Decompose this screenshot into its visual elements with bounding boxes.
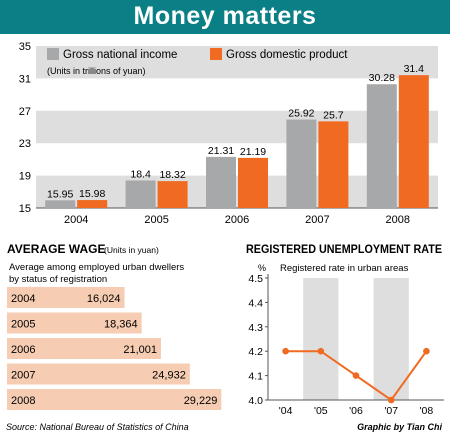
legend-label-gni: Gross national income	[63, 49, 177, 61]
legend-swatch-gdp	[210, 48, 222, 60]
bar-gni	[206, 156, 236, 208]
bar-value-label: 31.4	[404, 63, 425, 75]
rate-point	[423, 347, 430, 355]
wage-year-label: 2004	[11, 293, 35, 305]
wage-value-label: 21,001	[123, 344, 157, 356]
chart-units: (Units in trillions of yuan)	[47, 66, 146, 76]
title-banner: Money matters	[0, 0, 450, 34]
x-tick-label: 2004	[64, 214, 88, 226]
bar-gdp	[318, 121, 349, 208]
bar-gdp	[77, 200, 108, 208]
wage-value-label: 24,932	[152, 370, 186, 382]
legend-swatch-gni	[47, 48, 59, 60]
wage-year-label: 2007	[11, 370, 35, 382]
bar-gni	[366, 84, 397, 208]
y-tick-label: 15	[19, 203, 31, 215]
x-tick-label: '08	[420, 405, 434, 417]
wage-value-label: 18,364	[104, 319, 138, 331]
rate-point	[352, 372, 360, 379]
graphic-credit: Graphic by Tian Chi	[357, 422, 442, 432]
rate-point	[317, 347, 325, 355]
bars: 15.95 15.98 18.4 18.32 21.31 21.19 25.92 25.7 30…	[45, 63, 429, 208]
bar-value-label: 21.19	[240, 146, 266, 158]
bar-value-label: 18.4	[130, 168, 151, 180]
bar-gni	[286, 119, 317, 208]
source-note: Source: National Bureau of Statistics of…	[6, 422, 189, 432]
unemployment-subtitle: Registered rate in urban areas	[280, 263, 409, 274]
wage-subtitle-line2: by status of registration	[9, 274, 107, 285]
page-title: Money matters	[133, 2, 317, 30]
x-tick-label: '05	[314, 405, 328, 417]
wage-year-label: 2005	[11, 319, 35, 331]
y-tick-label: 4.3	[248, 322, 263, 334]
y-tick-label: 23	[19, 138, 31, 150]
wage-bar	[7, 287, 125, 308]
y-tick-label: 4.4	[248, 297, 263, 309]
x-tick-label: '06	[349, 405, 363, 417]
income-product-chart: 15 19 23 27 31 35 Gross national income Gross…	[19, 41, 438, 226]
bar-value-label: 15.98	[79, 188, 105, 200]
bar-value-label: 21.31	[208, 145, 234, 157]
y-axis: 15 19 23 27 31 35	[19, 41, 438, 215]
wage-bar	[7, 363, 190, 385]
grid-band	[373, 278, 409, 400]
axes: 4.0 4.1 4.2 4.3 4.4 4.5 '04 '05 '06 '07 '08	[248, 273, 444, 417]
wage-year-label: 2006	[11, 344, 35, 356]
x-tick-label: 2006	[225, 214, 249, 226]
average-wage-chart: AVERAGE WAGE (Units in yuan) Average amo…	[7, 242, 222, 410]
x-tick-label: '07	[384, 405, 398, 417]
y-tick-label: 4.5	[248, 273, 263, 285]
bar-gdp	[238, 157, 268, 208]
x-tick-label: 2007	[305, 214, 329, 226]
y-tick-label: 4.2	[248, 346, 263, 358]
wage-year-label: 2008	[11, 395, 35, 407]
x-tick-label: '04	[279, 405, 293, 417]
wage-bars: 2004 16,024 2005 18,364 2006 21,001 2007 24,932…	[7, 287, 222, 410]
y-tick-label: 31	[19, 73, 31, 85]
bar-gni	[125, 180, 156, 208]
y-tick-label: 19	[19, 171, 31, 183]
y-tick-label: 27	[19, 106, 31, 118]
bar-gni	[45, 200, 76, 208]
wage-value-label: 29,229	[184, 395, 218, 407]
wage-value-label: 16,024	[87, 293, 121, 305]
y-tick-label: 35	[19, 41, 31, 53]
wage-bar	[7, 312, 142, 334]
y-tick-label: 4.1	[248, 371, 263, 383]
x-tick-label: 2005	[144, 214, 168, 226]
x-tick-label: 2008	[386, 214, 410, 226]
rate-point	[282, 347, 289, 355]
unemployment-title: REGISTERED UNEMPLOYMENT RATE	[246, 244, 442, 256]
rate-point	[387, 396, 395, 404]
y-tick-label: 4.0	[248, 395, 263, 407]
grid-band	[303, 278, 339, 400]
bar-value-label: 25.7	[323, 109, 344, 121]
rate-line	[282, 347, 430, 404]
wage-units: (Units in yuan)	[104, 245, 159, 255]
unemployment-ylabel: %	[258, 263, 266, 273]
bar-value-label: 25.92	[288, 108, 314, 120]
legend-label-gdp: Gross domestic product	[226, 49, 348, 61]
bar-gdp	[157, 181, 188, 208]
legend: Gross national income Gross domestic pro…	[47, 48, 348, 76]
wage-bar	[7, 338, 162, 359]
bar-value-label: 18.32	[159, 169, 185, 181]
bar-value-label: 30.28	[369, 72, 395, 84]
grid-band	[36, 46, 438, 79]
x-axis: 2004 2005 2006 2007 2008	[64, 214, 410, 226]
wage-bar	[7, 389, 222, 410]
bar-gdp	[398, 75, 429, 208]
wage-subtitle-line1: Average among employed urban dwellers	[9, 262, 184, 273]
unemployment-chart: REGISTERED UNEMPLOYMENT RATE % Registere…	[246, 244, 444, 417]
bar-value-label: 15.95	[47, 188, 73, 200]
wage-title: AVERAGE WAGE	[7, 242, 105, 256]
grid-bands	[303, 278, 409, 400]
